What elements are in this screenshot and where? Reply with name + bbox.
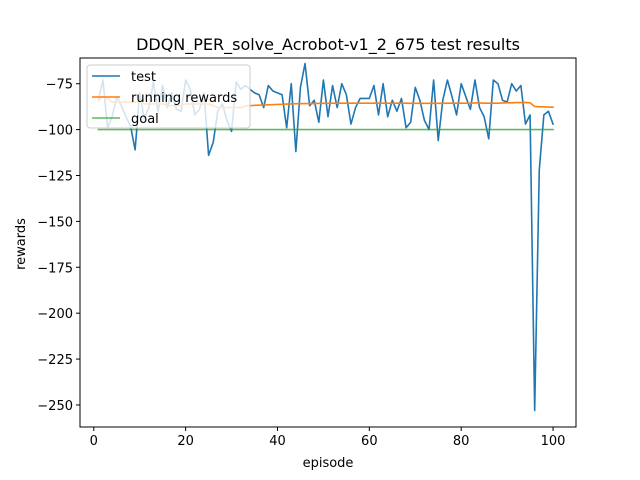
legend: test running rewards goal: [86, 64, 251, 129]
legend-box: [86, 64, 251, 129]
axes-frame: [79, 57, 577, 428]
legend-label-goal: goal: [131, 112, 159, 127]
y-axis: −75 −100 −125 −150 −175 −200 −225 −250: [37, 78, 80, 414]
y-tick-label: −175: [37, 261, 73, 276]
y-tick-label: −100: [37, 124, 73, 139]
y-tick-label: −125: [37, 169, 73, 184]
x-tick-label: 100: [541, 434, 566, 449]
y-tick-label: −75: [46, 78, 73, 93]
x-tick-label: 0: [90, 434, 98, 449]
y-tick-label: −225: [37, 353, 73, 368]
x-axis: 0 20 40 60 80 100: [90, 427, 566, 449]
x-tick-label: 40: [269, 434, 286, 449]
x-tick-label: 20: [177, 434, 194, 449]
chart-title: DDQN_PER_solve_Acrobot-v1_2_675 test res…: [136, 35, 520, 55]
y-tick-label: −150: [37, 215, 73, 230]
x-axis-label: episode: [303, 456, 354, 471]
y-tick-label: −250: [37, 399, 73, 414]
legend-label-running-rewards: running rewards: [131, 91, 237, 106]
x-tick-label: 60: [361, 434, 378, 449]
y-tick-label: −200: [37, 307, 73, 322]
x-tick-label: 80: [453, 434, 470, 449]
y-axis-label: rewards: [14, 218, 29, 270]
legend-label-test: test: [131, 70, 156, 85]
